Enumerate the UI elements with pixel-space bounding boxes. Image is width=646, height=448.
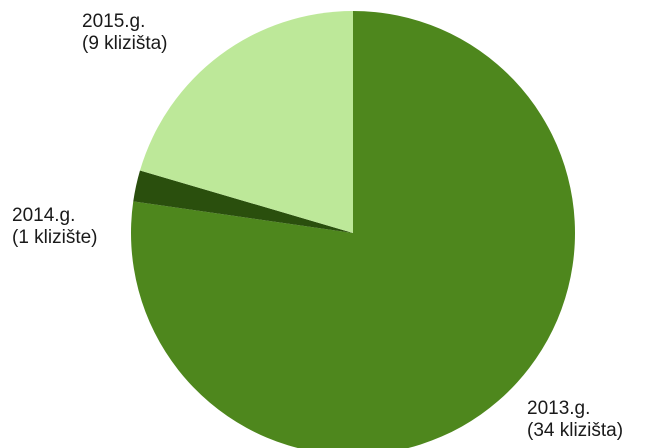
slice-label-2013-count: (34 klizišta) [527,420,624,441]
slice-label-2014-count: (1 klizište) [12,227,98,248]
pie-slice-2013 [131,11,575,448]
pie-slice-2014 [133,170,353,233]
slice-label-2014: 2014.g. (1 klizište) [12,205,98,249]
slice-label-2015: 2015.g. (9 klizišta) [82,11,168,55]
slice-label-2015-year: 2015.g. [82,11,146,32]
slice-label-2014-year: 2014.g. [12,205,76,226]
slice-label-2013: 2013.g. (34 klizišta) [527,398,623,442]
slice-label-2015-count: (9 klizišta) [82,33,168,54]
slice-label-2013-year: 2013.g. [527,398,591,419]
pie-slice-2015 [139,11,353,233]
